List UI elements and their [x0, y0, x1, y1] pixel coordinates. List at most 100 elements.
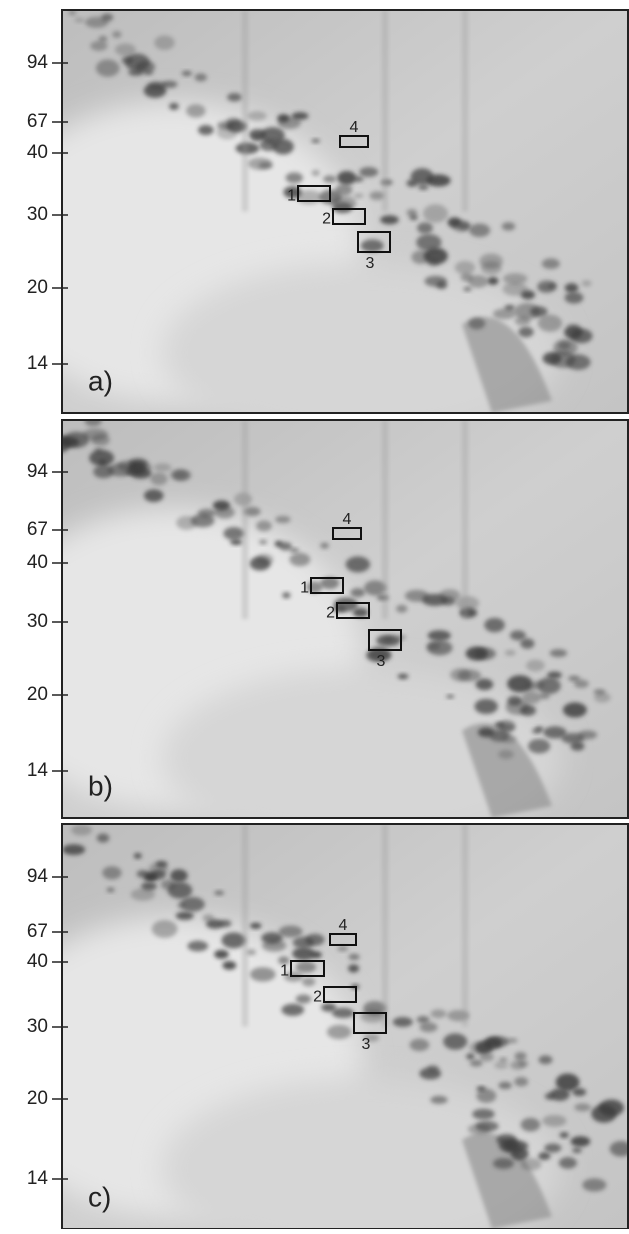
gel-image: [62, 824, 628, 1229]
gel-streak: [382, 10, 388, 212]
marker-label: 67: [27, 519, 48, 540]
gel-spot: [353, 193, 364, 199]
gel-spot: [594, 692, 611, 703]
panel-label: b): [88, 770, 113, 801]
gel-spot: [498, 1139, 519, 1152]
gel-spot: [581, 280, 592, 287]
gel-panel: 94 67 40 30 20 14 12 3 4 b): [27, 419, 629, 819]
spot-box: [332, 527, 362, 540]
gel-spot: [129, 468, 152, 479]
gel-spot: [352, 607, 369, 618]
gel-spot: [544, 1143, 562, 1153]
gel-spot: [255, 553, 274, 566]
gel-spot: [161, 80, 178, 89]
gel-spot: [337, 170, 357, 185]
spot-box: [310, 577, 344, 594]
gel-spot: [564, 291, 584, 304]
gel-spot: [180, 896, 205, 912]
gel-spot: [422, 204, 449, 223]
gel-spot: [582, 1178, 607, 1192]
gel-spot: [474, 698, 498, 715]
gel-spot: [544, 1092, 555, 1100]
gel-spot: [467, 1123, 491, 1135]
gel-spot: [71, 824, 93, 836]
gel-spot: [522, 691, 541, 705]
gel-spot: [350, 588, 365, 598]
gel-streak: [382, 420, 388, 619]
box-label: 3: [377, 653, 386, 670]
gel-spot: [360, 239, 384, 252]
gel-spot: [153, 463, 172, 472]
gel-spot: [538, 692, 550, 700]
gel-spot: [279, 542, 292, 551]
gel-spot: [96, 833, 110, 843]
marker-label: 20: [27, 684, 48, 705]
gel-spot: [562, 702, 587, 718]
gel-spot: [295, 994, 312, 1004]
gel-spot: [198, 124, 214, 136]
gel-panel: 94 67 40 30 20 14 1 2 3 4 c): [27, 823, 629, 1230]
gel-spot: [345, 556, 371, 573]
gel-spot: [130, 888, 156, 901]
gel-spot: [62, 438, 79, 448]
gel-spot: [172, 469, 191, 481]
spot-box: [336, 602, 370, 619]
marker-label: 94: [27, 461, 49, 482]
gel-spot: [363, 1033, 380, 1042]
gel-spot: [543, 726, 567, 739]
gel-spot: [463, 286, 472, 292]
box-label: 3: [366, 255, 375, 272]
gel-spot: [272, 138, 294, 155]
gel-spot: [416, 234, 442, 251]
gel-spot: [498, 1081, 512, 1090]
marker-label: 20: [27, 1088, 48, 1109]
gel-spot: [572, 1147, 582, 1154]
gel-spot: [505, 699, 530, 715]
gel-streak: [462, 420, 468, 619]
box-label: 4: [343, 511, 352, 528]
marker-label: 20: [27, 277, 48, 298]
gel-spot: [102, 866, 122, 880]
gel-spot: [190, 514, 215, 528]
gel-spot: [296, 190, 322, 205]
gel-spot: [423, 247, 448, 265]
gel-spot: [333, 597, 358, 612]
gel-spot: [337, 946, 349, 952]
gel-spot: [143, 489, 164, 503]
gel-spot: [216, 125, 238, 140]
gel-spot: [282, 592, 291, 599]
gel-spot: [143, 83, 167, 98]
gel-light: [162, 668, 562, 818]
box-label: 1: [300, 580, 309, 597]
marker-label: 30: [27, 1016, 48, 1037]
gel-spot: [528, 738, 551, 754]
gel-spot: [559, 1132, 569, 1139]
gel-spot: [494, 1061, 509, 1070]
gel-spot: [292, 936, 315, 949]
gel-border: [61, 9, 629, 414]
gel-spot: [501, 222, 516, 231]
gel-spot: [572, 1088, 587, 1097]
gel-spot: [436, 281, 448, 290]
marker-label: 67: [27, 921, 48, 942]
gel-smear: [462, 723, 552, 818]
gel-spot: [570, 328, 593, 344]
gel-spot: [406, 209, 418, 217]
gel-spot: [487, 276, 499, 285]
spot-box: [353, 1012, 387, 1034]
gel-spot: [526, 659, 545, 672]
gel-spot: [221, 932, 246, 949]
gel-spot: [547, 671, 562, 679]
gel-spot: [514, 1051, 527, 1061]
gel-streak: [462, 10, 468, 212]
gel-spot: [332, 202, 353, 214]
marker-label: 40: [27, 552, 48, 573]
gel-spot: [249, 922, 262, 929]
gel-spot: [547, 282, 557, 290]
box-label: 4: [350, 119, 359, 136]
gel-panel: 94 67 40 30 20 14 1 2 3 4 a): [27, 9, 629, 414]
gel-spot: [419, 1067, 442, 1080]
gel-spot: [478, 727, 495, 738]
gel-spot: [170, 869, 188, 883]
spot-box: [290, 960, 325, 977]
